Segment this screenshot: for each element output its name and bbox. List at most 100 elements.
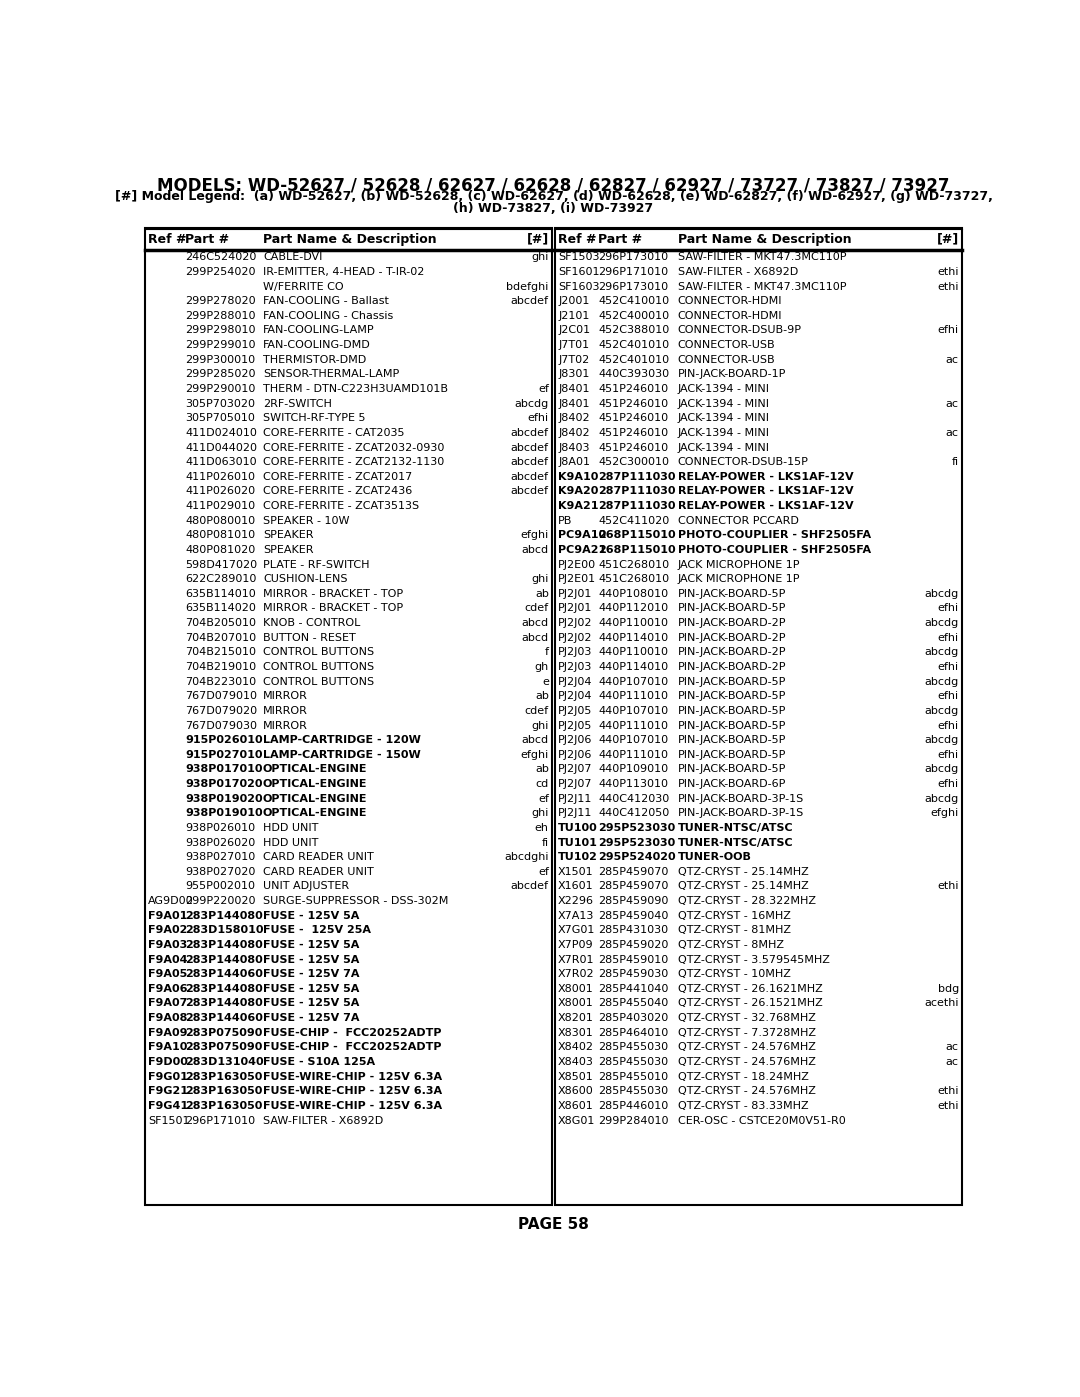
Text: 767D079030: 767D079030 bbox=[186, 721, 257, 731]
Text: JACK-1394 - MINI: JACK-1394 - MINI bbox=[677, 414, 769, 423]
Text: 285P446010: 285P446010 bbox=[598, 1101, 669, 1111]
Text: cdef: cdef bbox=[525, 604, 549, 613]
Text: 452C300010: 452C300010 bbox=[598, 457, 670, 467]
Text: PJ2J04: PJ2J04 bbox=[558, 692, 593, 701]
Text: CARD READER UNIT: CARD READER UNIT bbox=[262, 852, 374, 862]
Text: TU102: TU102 bbox=[558, 852, 598, 862]
Text: ghi: ghi bbox=[531, 721, 549, 731]
Text: F9A10: F9A10 bbox=[148, 1042, 188, 1052]
Text: CORE-FERRITE - ZCAT2032-0930: CORE-FERRITE - ZCAT2032-0930 bbox=[262, 443, 444, 453]
Text: J8402: J8402 bbox=[558, 427, 590, 437]
Text: 299P300010: 299P300010 bbox=[186, 355, 256, 365]
Text: ethi: ethi bbox=[937, 882, 959, 891]
Text: CABLE-DVI: CABLE-DVI bbox=[262, 253, 322, 263]
Text: 299P290010: 299P290010 bbox=[186, 384, 256, 394]
Text: J8401: J8401 bbox=[558, 398, 590, 409]
Text: 285P455030: 285P455030 bbox=[598, 1087, 669, 1097]
Text: abcdg: abcdg bbox=[924, 588, 959, 599]
Text: X2296: X2296 bbox=[558, 895, 594, 907]
Text: 287P111030: 287P111030 bbox=[598, 472, 676, 482]
Text: CONNECTOR-USB: CONNECTOR-USB bbox=[677, 339, 775, 351]
Text: PIN-JACK-BOARD-2P: PIN-JACK-BOARD-2P bbox=[677, 617, 786, 629]
Text: efghi: efghi bbox=[521, 750, 549, 760]
Text: X8301: X8301 bbox=[558, 1028, 594, 1038]
Text: 451C268010: 451C268010 bbox=[598, 574, 670, 584]
Text: PJ2J11: PJ2J11 bbox=[558, 809, 593, 819]
Bar bbox=[145, 229, 552, 1204]
Text: 299P288010: 299P288010 bbox=[186, 312, 256, 321]
Text: OPTICAL-ENGINE: OPTICAL-ENGINE bbox=[262, 809, 367, 819]
Text: QTZ-CRYST - 24.576MHZ: QTZ-CRYST - 24.576MHZ bbox=[677, 1087, 815, 1097]
Text: FAN-COOLING - Chassis: FAN-COOLING - Chassis bbox=[262, 312, 393, 321]
Text: QTZ-CRYST - 26.1621MHZ: QTZ-CRYST - 26.1621MHZ bbox=[677, 983, 822, 993]
Text: K9A21: K9A21 bbox=[558, 502, 598, 511]
Text: 285P431030: 285P431030 bbox=[598, 925, 669, 936]
Text: 283P144080: 283P144080 bbox=[186, 983, 264, 993]
Text: J2001: J2001 bbox=[558, 296, 590, 306]
Text: F9G01: F9G01 bbox=[148, 1071, 188, 1081]
Text: SF1601: SF1601 bbox=[558, 267, 599, 277]
Text: K9A10: K9A10 bbox=[558, 472, 598, 482]
Text: 283P144080: 283P144080 bbox=[186, 911, 264, 921]
Text: 285P455040: 285P455040 bbox=[598, 999, 669, 1009]
Text: 305P705010: 305P705010 bbox=[186, 414, 255, 423]
Text: PIN-JACK-BOARD-2P: PIN-JACK-BOARD-2P bbox=[677, 662, 786, 672]
Text: K9A20: K9A20 bbox=[558, 486, 598, 496]
Text: abcdg: abcdg bbox=[924, 735, 959, 745]
Text: abcdg: abcdg bbox=[924, 764, 959, 774]
Text: abcdef: abcdef bbox=[511, 443, 549, 453]
Text: J8A01: J8A01 bbox=[558, 457, 590, 467]
Text: PIN-JACK-BOARD-5P: PIN-JACK-BOARD-5P bbox=[677, 750, 786, 760]
Text: 268P115010: 268P115010 bbox=[598, 531, 676, 541]
Text: abcdg: abcdg bbox=[924, 617, 959, 629]
Text: J2C01: J2C01 bbox=[558, 326, 591, 335]
Text: 283P075090: 283P075090 bbox=[186, 1028, 262, 1038]
Text: ab: ab bbox=[535, 764, 549, 774]
Text: FUSE-WIRE-CHIP - 125V 6.3A: FUSE-WIRE-CHIP - 125V 6.3A bbox=[262, 1101, 442, 1111]
Text: QTZ-CRYST - 16MHZ: QTZ-CRYST - 16MHZ bbox=[677, 911, 791, 921]
Text: abcd: abcd bbox=[522, 633, 549, 643]
Text: THERMISTOR-DMD: THERMISTOR-DMD bbox=[262, 355, 366, 365]
Text: CORE-FERRITE - ZCAT2132-1130: CORE-FERRITE - ZCAT2132-1130 bbox=[262, 457, 444, 467]
Text: FUSE - 125V 5A: FUSE - 125V 5A bbox=[262, 940, 360, 950]
Text: 440P110010: 440P110010 bbox=[598, 647, 669, 658]
Text: CONNECTOR-HDMI: CONNECTOR-HDMI bbox=[677, 312, 782, 321]
Text: PIN-JACK-BOARD-5P: PIN-JACK-BOARD-5P bbox=[677, 764, 786, 774]
Text: 305P703020: 305P703020 bbox=[186, 398, 255, 409]
Text: ac: ac bbox=[946, 355, 959, 365]
Text: 440P107010: 440P107010 bbox=[598, 705, 669, 715]
Text: 283P144080: 283P144080 bbox=[186, 940, 264, 950]
Text: PIN-JACK-BOARD-5P: PIN-JACK-BOARD-5P bbox=[677, 692, 786, 701]
Text: 296P171010: 296P171010 bbox=[186, 1116, 256, 1126]
Text: OPTICAL-ENGINE: OPTICAL-ENGINE bbox=[262, 780, 367, 789]
Text: 938P017020: 938P017020 bbox=[186, 780, 262, 789]
Text: X7G01: X7G01 bbox=[558, 925, 595, 936]
Text: 440P110010: 440P110010 bbox=[598, 617, 669, 629]
Text: 938P017010: 938P017010 bbox=[186, 764, 262, 774]
Text: QTZ-CRYST - 18.24MHZ: QTZ-CRYST - 18.24MHZ bbox=[677, 1071, 808, 1081]
Text: 299P298010: 299P298010 bbox=[186, 326, 256, 335]
Text: JACK MICROPHONE 1P: JACK MICROPHONE 1P bbox=[677, 560, 800, 570]
Text: abcdef: abcdef bbox=[511, 472, 549, 482]
Text: 285P459070: 285P459070 bbox=[598, 882, 669, 891]
Text: MODELS: WD-52627 / 52628 / 62627 / 62628 / 62827 / 62927 / 73727 / 73827 / 73927: MODELS: WD-52627 / 52628 / 62627 / 62628… bbox=[158, 177, 949, 194]
Text: QTZ-CRYST - 24.576MHZ: QTZ-CRYST - 24.576MHZ bbox=[677, 1042, 815, 1052]
Text: ac: ac bbox=[946, 1042, 959, 1052]
Text: 285P455030: 285P455030 bbox=[598, 1042, 669, 1052]
Text: efhi: efhi bbox=[528, 414, 549, 423]
Text: X8G01: X8G01 bbox=[558, 1116, 595, 1126]
Text: PJ2J07: PJ2J07 bbox=[558, 764, 593, 774]
Text: SWITCH-RF-TYPE 5: SWITCH-RF-TYPE 5 bbox=[262, 414, 365, 423]
Text: 299P220020: 299P220020 bbox=[186, 895, 256, 907]
Text: ac: ac bbox=[946, 1058, 959, 1067]
Text: SAW-FILTER - X6892D: SAW-FILTER - X6892D bbox=[262, 1116, 383, 1126]
Text: efhi: efhi bbox=[937, 633, 959, 643]
Text: 285P459020: 285P459020 bbox=[598, 940, 669, 950]
Text: efghi: efghi bbox=[521, 531, 549, 541]
Text: 283D131040: 283D131040 bbox=[186, 1058, 264, 1067]
Text: J7T01: J7T01 bbox=[558, 339, 590, 351]
Text: J2101: J2101 bbox=[558, 312, 590, 321]
Text: (h) WD-73827, (i) WD-73927: (h) WD-73827, (i) WD-73927 bbox=[454, 203, 653, 215]
Text: cdef: cdef bbox=[525, 705, 549, 715]
Text: 295P523030: 295P523030 bbox=[598, 838, 676, 848]
